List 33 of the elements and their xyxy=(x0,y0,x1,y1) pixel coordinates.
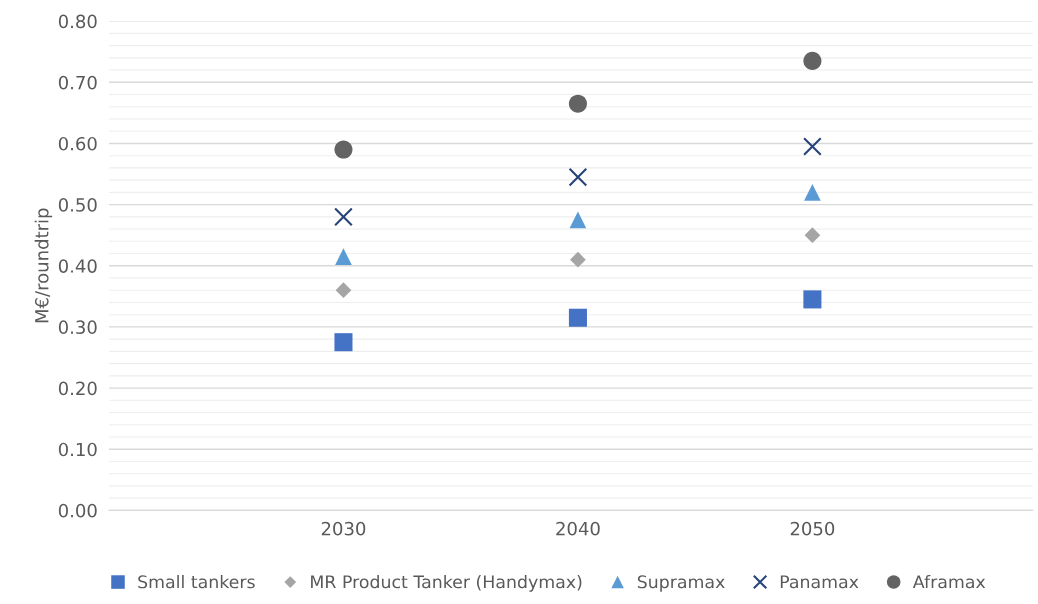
point xyxy=(803,137,822,156)
legend-label: Supramax xyxy=(637,575,725,592)
y-tick-label: 0.70 xyxy=(58,75,97,90)
x-tick-label: 2030 xyxy=(321,521,366,536)
y-tick-label: 0.00 xyxy=(58,503,97,518)
point xyxy=(568,167,588,187)
point xyxy=(803,290,822,309)
point xyxy=(335,248,352,265)
point xyxy=(568,308,587,327)
point xyxy=(569,211,587,229)
point xyxy=(568,94,587,113)
x-tick-label: 2040 xyxy=(556,521,600,536)
point xyxy=(570,251,586,268)
y-tick-label: 0.50 xyxy=(58,198,97,212)
legend-label: MR Product Tanker (Handymax) xyxy=(311,574,582,592)
y-tick-label: 0.20 xyxy=(58,381,97,396)
point xyxy=(804,184,821,201)
y-tick-label: 0.60 xyxy=(58,136,97,151)
legend-label: Panamax xyxy=(780,575,859,589)
point xyxy=(334,207,353,227)
point xyxy=(335,282,352,299)
y-tick-label: 0.40 xyxy=(58,259,97,273)
y-axis-title: M€/roundtrip xyxy=(34,208,53,323)
y-tick-label: 0.10 xyxy=(58,442,97,457)
legend-label: Small tankers xyxy=(138,574,255,589)
x-tick-label: 2050 xyxy=(790,521,835,536)
y-tick-label: 0.80 xyxy=(58,14,97,29)
point xyxy=(804,227,821,244)
point xyxy=(334,140,353,159)
point xyxy=(803,51,822,70)
legend-label: Aframax xyxy=(912,574,986,589)
y-tick-label: 0.30 xyxy=(58,320,97,335)
point xyxy=(334,333,353,352)
